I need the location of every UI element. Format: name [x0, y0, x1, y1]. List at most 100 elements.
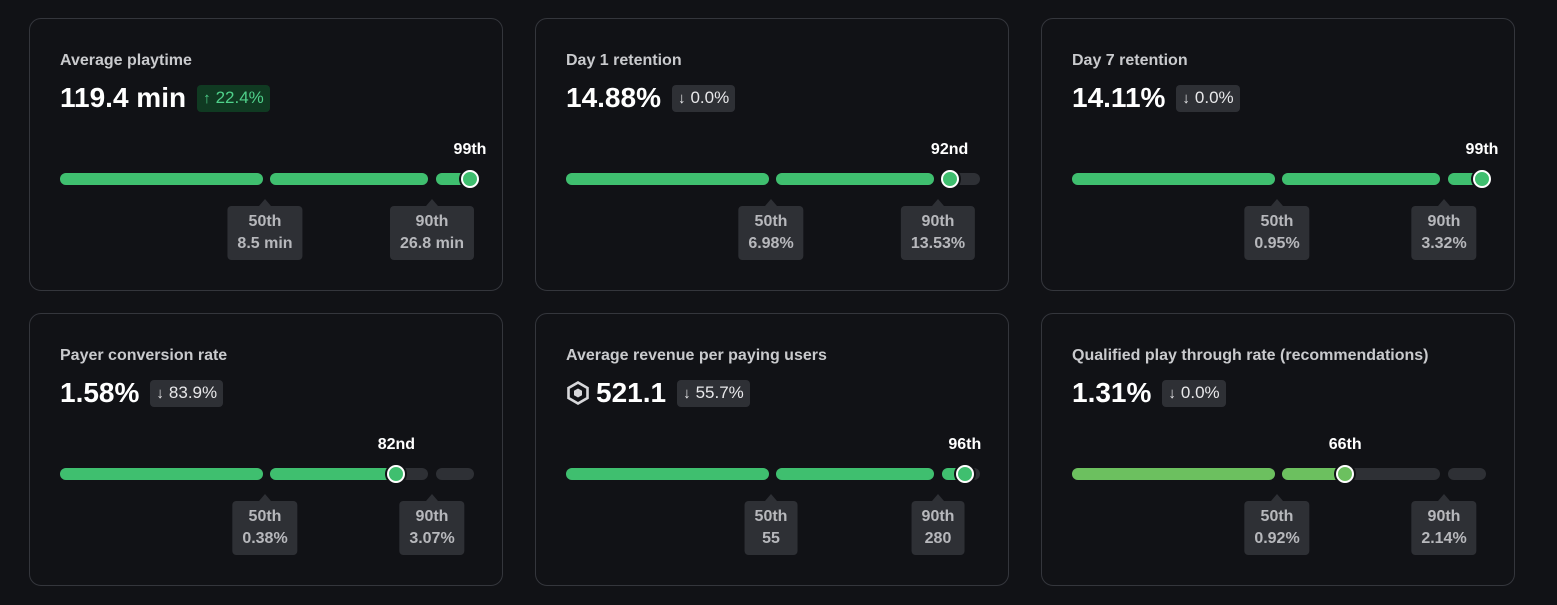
percentile-label: 99th — [1465, 141, 1499, 158]
marker-value: 280 — [924, 530, 952, 547]
marker-value: 0.38% — [242, 530, 288, 547]
marker-pointer — [259, 494, 271, 501]
metric-title: Payer conversion rate — [60, 347, 228, 364]
metric-card: Payer conversion rate 1.58% ↓ 83.9% 82nd 50th… — [29, 313, 503, 586]
delta-badge: ↓ 55.7% — [677, 379, 750, 407]
marker-value: 55 — [762, 530, 780, 547]
marker-label: 90th — [415, 213, 449, 230]
arrow-down-icon: ↓ — [677, 89, 686, 107]
marker-value: 0.95% — [1254, 235, 1300, 252]
benchmark-marker: 90th 280 — [911, 501, 965, 555]
percentile-bar-fill — [1282, 468, 1346, 480]
marker-value: 8.5 min — [237, 235, 293, 252]
robux-icon — [566, 381, 590, 405]
arrow-down-icon: ↓ — [683, 384, 691, 402]
delta-badge: ↓ 0.0% — [1176, 84, 1240, 112]
metric-title: Average revenue per paying users — [566, 347, 827, 364]
marker-label: 90th — [921, 213, 955, 230]
metric-value: 14.88% — [566, 82, 661, 113]
marker-value: 26.8 min — [399, 235, 465, 252]
arrow-up-icon: ↑ — [203, 89, 211, 107]
marker-label: 50th — [754, 213, 788, 230]
marker-label: 90th — [1427, 213, 1461, 230]
percentile-bar-fill — [776, 173, 934, 185]
marker-label: 90th — [1427, 508, 1461, 525]
marker-label: 50th — [1260, 213, 1294, 230]
delta-text: 55.7% — [695, 383, 744, 402]
metric-value-row: 1.58% ↓ 83.9% — [60, 376, 224, 410]
percentile-bar-fill — [60, 468, 263, 480]
marker-value: 13.53% — [910, 235, 966, 252]
arrow-down-icon: ↓ — [1168, 384, 1176, 402]
percentile-bar-fill — [270, 173, 428, 185]
benchmark-marker: 90th 3.32% — [1411, 206, 1477, 260]
percentile-knob — [387, 465, 406, 483]
metric-card: Average playtime 119.4 min ↑ 22.4% 99th 50th 8… — [29, 18, 503, 291]
benchmark-marker: 50th 0.95% — [1244, 206, 1310, 260]
percentile-bar-segment — [436, 468, 474, 480]
marker-label: 90th — [415, 508, 449, 525]
marker-value: 6.98% — [748, 235, 794, 252]
benchmark-marker: 50th 6.98% — [738, 206, 804, 260]
percentile-knob — [1336, 465, 1355, 483]
metric-title: Day 1 retention — [566, 52, 682, 69]
benchmark-marker: 50th 8.5 min — [227, 206, 303, 260]
marker-pointer — [1438, 494, 1450, 501]
delta-badge: ↑ 22.4% — [197, 84, 270, 112]
metric-title: Qualified play through rate (recommendat… — [1072, 347, 1429, 364]
marker-label: 90th — [921, 508, 955, 525]
percentile-bar-fill — [1282, 173, 1440, 185]
delta-badge: ↓ 83.9% — [150, 379, 224, 407]
percentile-label: 82nd — [377, 436, 416, 453]
marker-pointer — [765, 199, 777, 206]
marker-pointer — [259, 199, 271, 206]
benchmark-marker: 90th 3.07% — [399, 501, 465, 555]
metric-title: Day 7 retention — [1072, 52, 1188, 69]
metric-card: Average revenue per paying users 521.1 ↓ 55… — [535, 313, 1009, 586]
metric-value-row: 119.4 min ↑ 22.4% — [60, 81, 270, 115]
arrow-down-icon: ↓ — [1182, 89, 1190, 107]
metric-value-row: 1.31% ↓ 0.0% — [1072, 376, 1226, 410]
benchmark-marker: 50th 0.92% — [1244, 501, 1310, 555]
marker-value: 2.14% — [1421, 530, 1467, 547]
metric-value-row: 14.11% ↓ 0.0% — [1072, 81, 1240, 115]
percentile-label: 92nd — [930, 141, 969, 158]
percentile-bar-fill — [776, 468, 934, 480]
marker-pointer — [426, 494, 438, 501]
percentile-bar-segment — [1448, 468, 1486, 480]
delta-text: 0.0% — [1180, 383, 1220, 402]
marker-label: 50th — [754, 508, 788, 525]
metric-title: Average playtime — [60, 52, 192, 69]
marker-pointer — [1271, 199, 1283, 206]
metric-value-row: 521.1 ↓ 55.7% — [566, 376, 750, 410]
percentile-label: 99th — [453, 141, 487, 158]
delta-badge: ↓ 0.0% — [671, 84, 736, 112]
metric-value: 119.4 min — [60, 82, 187, 113]
benchmark-marker: 50th 0.38% — [232, 501, 298, 555]
percentile-bar-fill — [566, 173, 769, 185]
marker-pointer — [932, 494, 944, 501]
delta-text: 22.4% — [215, 88, 264, 107]
marker-value: 0.92% — [1254, 530, 1300, 547]
percentile-bar-fill — [1072, 173, 1275, 185]
delta-badge: ↓ 0.0% — [1162, 379, 1226, 407]
delta-text: 0.0% — [690, 88, 730, 107]
marker-value: 3.07% — [409, 530, 455, 547]
percentile-knob — [940, 170, 959, 188]
marker-label: 50th — [248, 508, 282, 525]
benchmark-marker: 90th 26.8 min — [389, 206, 475, 260]
percentile-label: 66th — [1328, 436, 1362, 453]
metric-value: 1.58% — [60, 377, 140, 408]
percentile-label: 96th — [948, 436, 982, 453]
benchmark-marker: 90th 13.53% — [900, 206, 976, 260]
marker-pointer — [932, 199, 944, 206]
metric-value: 14.11% — [1072, 82, 1166, 113]
marker-label: 50th — [248, 213, 282, 230]
percentile-knob — [955, 465, 974, 483]
arrow-down-icon: ↓ — [156, 384, 164, 402]
metric-value: 521.1 — [596, 377, 667, 408]
percentile-knob — [1473, 170, 1491, 188]
percentile-bar-fill — [270, 468, 397, 480]
metric-value-row: 14.88% ↓ 0.0% — [566, 81, 736, 115]
